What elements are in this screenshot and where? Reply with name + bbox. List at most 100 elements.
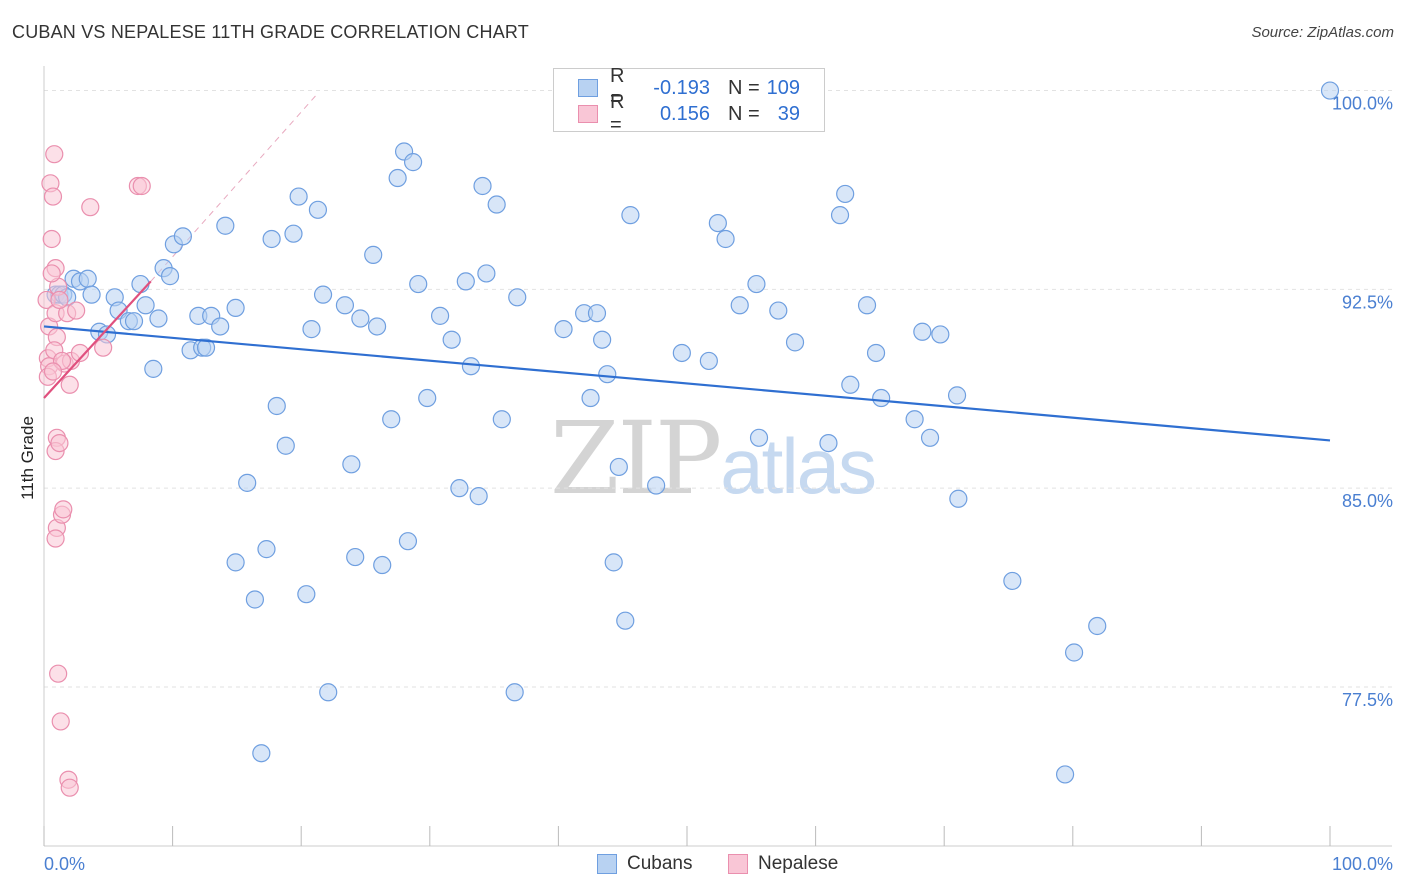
cubans-point [830, 206, 850, 225]
cubans-point [699, 351, 718, 371]
r-value: -0.193 [653, 76, 710, 99]
cubans-point [913, 322, 932, 341]
cubans-point [144, 359, 163, 378]
cubans-point [430, 306, 450, 325]
cubans-point [450, 479, 469, 498]
cubans-point [469, 487, 488, 506]
cubans-point [409, 274, 428, 294]
cubans-point [398, 532, 418, 551]
nepalese-point [51, 712, 70, 731]
cubans-point [581, 388, 600, 408]
cubans-point [82, 285, 101, 304]
y-tick-label: 100.0% [1332, 94, 1393, 114]
cubans-point [836, 184, 855, 204]
cubans-point [769, 301, 788, 320]
nepalese-point [54, 500, 73, 519]
cubans-point [131, 274, 150, 294]
cubans-point [136, 296, 155, 315]
cubans-point [308, 200, 328, 219]
r-value: 0.156 [659, 102, 710, 125]
cubans-point [819, 433, 838, 453]
nepalese-point [43, 362, 63, 381]
cubans-point [284, 224, 303, 243]
legend-row-cubans: R = -0.193 N = 109 [578, 65, 800, 110]
nepalese-point [70, 343, 90, 363]
stats-legend: R = -0.193 N = 109 R = 0.156 N = 39 [553, 65, 825, 136]
cubans-point [367, 317, 387, 336]
bottom-legend-label: Cubans [627, 853, 693, 874]
cubans-point [313, 285, 333, 304]
trend-lines [43, 280, 1331, 442]
cubans-point [289, 187, 308, 206]
cubans-point [403, 153, 423, 172]
cubans-point [872, 388, 891, 408]
cubans-point [487, 195, 506, 214]
cubans-point [351, 309, 370, 328]
cubans-point [373, 555, 392, 575]
bottom-legend-swatch-cubans [597, 854, 617, 874]
cubans-point [418, 388, 437, 408]
cubans-point [749, 428, 769, 447]
nepalese-trend-line [43, 280, 152, 399]
cubans-point [477, 264, 496, 283]
cubans-point [262, 229, 281, 249]
cubans-point [461, 357, 481, 376]
n-value: 39 [777, 102, 800, 125]
cubans-point [1320, 81, 1340, 100]
cubans-point [672, 343, 691, 363]
nepalese-points [37, 145, 151, 797]
nepalese-point [43, 187, 63, 206]
bottom-legend-nepalese: Nepalese [728, 852, 838, 876]
watermark-atlas: atlas [720, 422, 877, 510]
cubans-point [593, 330, 612, 349]
nepalese-trend-extension-line [150, 92, 319, 282]
nepalese-point [42, 264, 61, 283]
cubans-point [257, 540, 276, 559]
cubans-point [609, 457, 628, 477]
r-label: R = [610, 65, 625, 110]
nepalese-point [81, 198, 100, 217]
nepalese-trend-extension [150, 92, 319, 282]
cubans-point [1064, 643, 1084, 662]
nepalese-point [50, 290, 69, 310]
cubans-point [226, 553, 245, 572]
cubans-point [211, 317, 230, 336]
cubans-point [245, 590, 265, 609]
n-label: N = [728, 102, 760, 125]
legend-swatch-nepalese [578, 105, 598, 123]
x-tick-label: 100.0% [1332, 854, 1393, 874]
y-tick-label: 92.5% [1342, 292, 1393, 312]
cubans-point [554, 320, 573, 339]
cubans-point [456, 272, 475, 291]
bottom-legend-cubans: Cubans [597, 852, 693, 876]
cubans-point [905, 410, 924, 429]
nepalese-point [42, 229, 61, 249]
cubans-point [216, 216, 235, 235]
cubans-point [947, 386, 967, 405]
cubans-point [382, 410, 401, 429]
cubans-point [335, 296, 355, 315]
bottom-legend-label: Nepalese [758, 853, 839, 874]
cubans-point [616, 611, 635, 630]
cubans-point [598, 365, 617, 384]
legend-swatch-cubans [578, 79, 598, 97]
cubans-point [342, 455, 361, 474]
cubans-point [238, 473, 257, 492]
cubans-point [747, 274, 766, 294]
cubans-point [857, 296, 877, 315]
y-tick-label: 77.5% [1342, 690, 1393, 710]
watermark: ZIPatlas [550, 400, 877, 517]
cubans-point [621, 206, 640, 225]
cubans-point [1003, 571, 1022, 591]
cubans-point [492, 410, 511, 429]
cubans-point [1055, 765, 1075, 784]
cubans-point [508, 288, 527, 307]
cubans-point [302, 320, 321, 339]
cubans-point [866, 343, 886, 363]
x-tick-label: 0.0% [44, 854, 85, 874]
chart-title: CUBAN VS NEPALESE 11TH GRADE CORRELATION… [12, 22, 529, 42]
watermark-zip: ZIP [550, 400, 722, 517]
cubans-point [173, 227, 192, 246]
nepalese-point [67, 301, 86, 320]
cubans-point [267, 396, 286, 416]
